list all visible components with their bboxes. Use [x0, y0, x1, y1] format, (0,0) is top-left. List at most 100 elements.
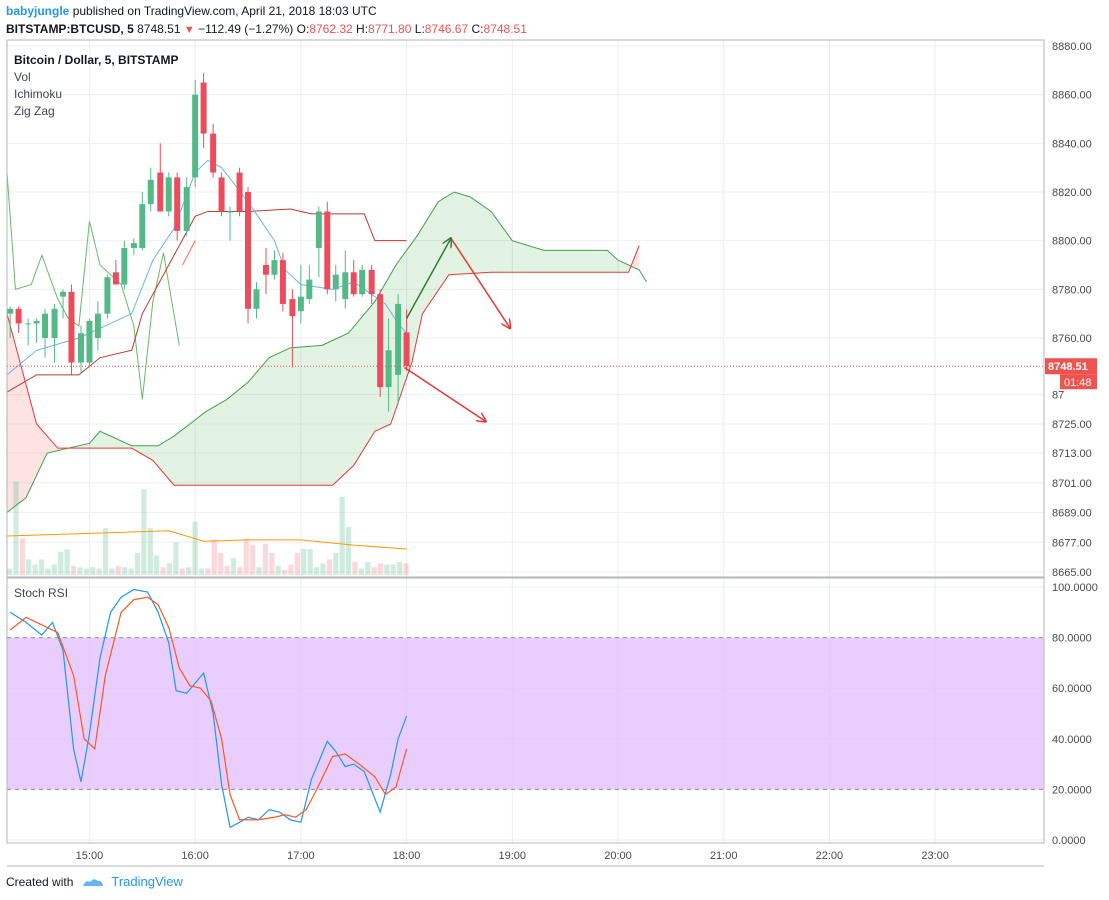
candle-body — [271, 260, 278, 275]
volume-bar — [384, 564, 390, 575]
symbol-label: BITSTAMP:BTCUSD, 5 — [6, 22, 134, 36]
legend-vol[interactable]: Vol — [14, 70, 31, 84]
candle-body — [279, 260, 286, 304]
candle-body — [332, 274, 339, 290]
volume-bar — [102, 528, 109, 575]
candle-body — [174, 177, 181, 231]
tradingview-logo-icon — [83, 878, 104, 886]
candle-body — [121, 247, 128, 285]
volume-bar — [345, 526, 352, 575]
volume-bar — [13, 481, 19, 575]
volume-bar — [320, 563, 326, 575]
time-tick-label: 15:00 — [76, 850, 104, 862]
candle-body — [60, 291, 67, 297]
volume-bar — [64, 549, 70, 575]
volume-bar — [326, 559, 332, 575]
price-tick-label: 8665.00 — [1052, 567, 1092, 579]
legend-zigzag[interactable]: Zig Zag — [14, 104, 55, 118]
volume-bar — [19, 538, 25, 575]
volume-bar — [230, 558, 237, 575]
volume-bar — [269, 552, 275, 575]
price-pane-border — [6, 39, 1045, 578]
candle-body — [218, 177, 225, 212]
volume-bar — [58, 551, 64, 575]
candle-body — [350, 272, 357, 295]
volume-bar — [128, 568, 134, 575]
annotation-arrow — [405, 238, 451, 319]
stoch-k-line — [9, 588, 408, 829]
candle-body — [139, 204, 146, 248]
candle-body — [94, 313, 101, 338]
volume-bar — [109, 568, 115, 575]
annotation-arrow — [450, 237, 510, 328]
price-tick-label: 8725.00 — [1052, 419, 1092, 431]
volume-bar — [313, 567, 320, 575]
author-name[interactable]: babyjungle — [6, 4, 70, 18]
ichimoku-span-b-line — [6, 245, 640, 486]
price-tick-label: 8780.00 — [1052, 284, 1092, 296]
volume-bar — [32, 564, 38, 575]
tradingview-brand[interactable]: TradingView — [111, 874, 183, 889]
price-tick-label: 8689.00 — [1052, 508, 1092, 520]
price-tick-label: 8713.00 — [1052, 448, 1092, 460]
legend-stoch-rsi[interactable]: Stoch RSI — [14, 586, 69, 600]
price-tick-label: 8760.00 — [1052, 333, 1092, 345]
candle-body — [253, 289, 260, 309]
volume-bar — [198, 568, 205, 575]
volume-bar — [397, 562, 403, 575]
stoch-tick-label: 0.0000 — [1052, 835, 1086, 847]
volume-bar — [275, 565, 281, 575]
ichimoku-cloud — [66, 192, 631, 486]
candle-body — [165, 177, 172, 212]
countdown-label: 01:48 — [1064, 377, 1092, 389]
candle-body — [157, 172, 164, 212]
volume-bar — [192, 521, 198, 575]
candle-body — [377, 294, 384, 388]
footer: Created with TradingView — [6, 874, 183, 889]
stoch-tick-label: 80.0000 — [1052, 633, 1092, 645]
publish-info: babyjungle published on TradingView.com,… — [6, 4, 377, 18]
price-tick-label: 87 — [1052, 390, 1064, 402]
time-tick-label: 21:00 — [710, 850, 738, 862]
zigzag-line — [182, 240, 196, 266]
legend-ichimoku[interactable]: Ichimoku — [14, 87, 63, 101]
candle-body — [104, 277, 111, 314]
stoch-tick-label: 20.0000 — [1052, 784, 1092, 796]
candle-body — [359, 269, 366, 295]
created-with-label: Created with — [6, 874, 74, 889]
time-tick-label: 19:00 — [499, 850, 527, 862]
ichimoku-span-a-line — [6, 191, 647, 513]
volume-bar — [301, 549, 307, 575]
stoch-tick-label: 60.0000 — [1052, 683, 1092, 695]
price-tick-label: 8840.00 — [1052, 138, 1092, 150]
open-label: O: — [296, 22, 310, 36]
volume-bar — [288, 564, 294, 575]
ichimoku-lagging-line — [6, 172, 180, 400]
candle-body — [395, 303, 402, 375]
volume-bar — [294, 552, 300, 575]
price-pane — [7, 40, 1044, 577]
price-change: −112.49 (−1.27%) — [198, 22, 294, 36]
volume-bar — [307, 549, 313, 575]
volume-bar — [173, 542, 179, 575]
candle-body — [245, 192, 252, 309]
candle-body — [236, 172, 243, 212]
candle-body — [112, 272, 119, 285]
candle-body — [33, 320, 40, 324]
close-label: C: — [471, 22, 484, 36]
candle-body — [147, 179, 154, 205]
open-value: 8762.32 — [309, 22, 353, 36]
volume-bar — [262, 543, 269, 575]
volume-bar — [45, 568, 51, 575]
volume-bar — [26, 559, 32, 575]
volume-bar — [218, 552, 224, 575]
volume-bar — [115, 565, 121, 575]
volume-bar — [250, 545, 256, 575]
volume-bar — [237, 567, 243, 575]
time-tick-label: 17:00 — [287, 850, 315, 862]
price-tick-label: 8860.00 — [1052, 90, 1092, 102]
high-label: H: — [356, 22, 369, 36]
volume-bar — [403, 563, 409, 575]
candle-body — [385, 350, 392, 388]
